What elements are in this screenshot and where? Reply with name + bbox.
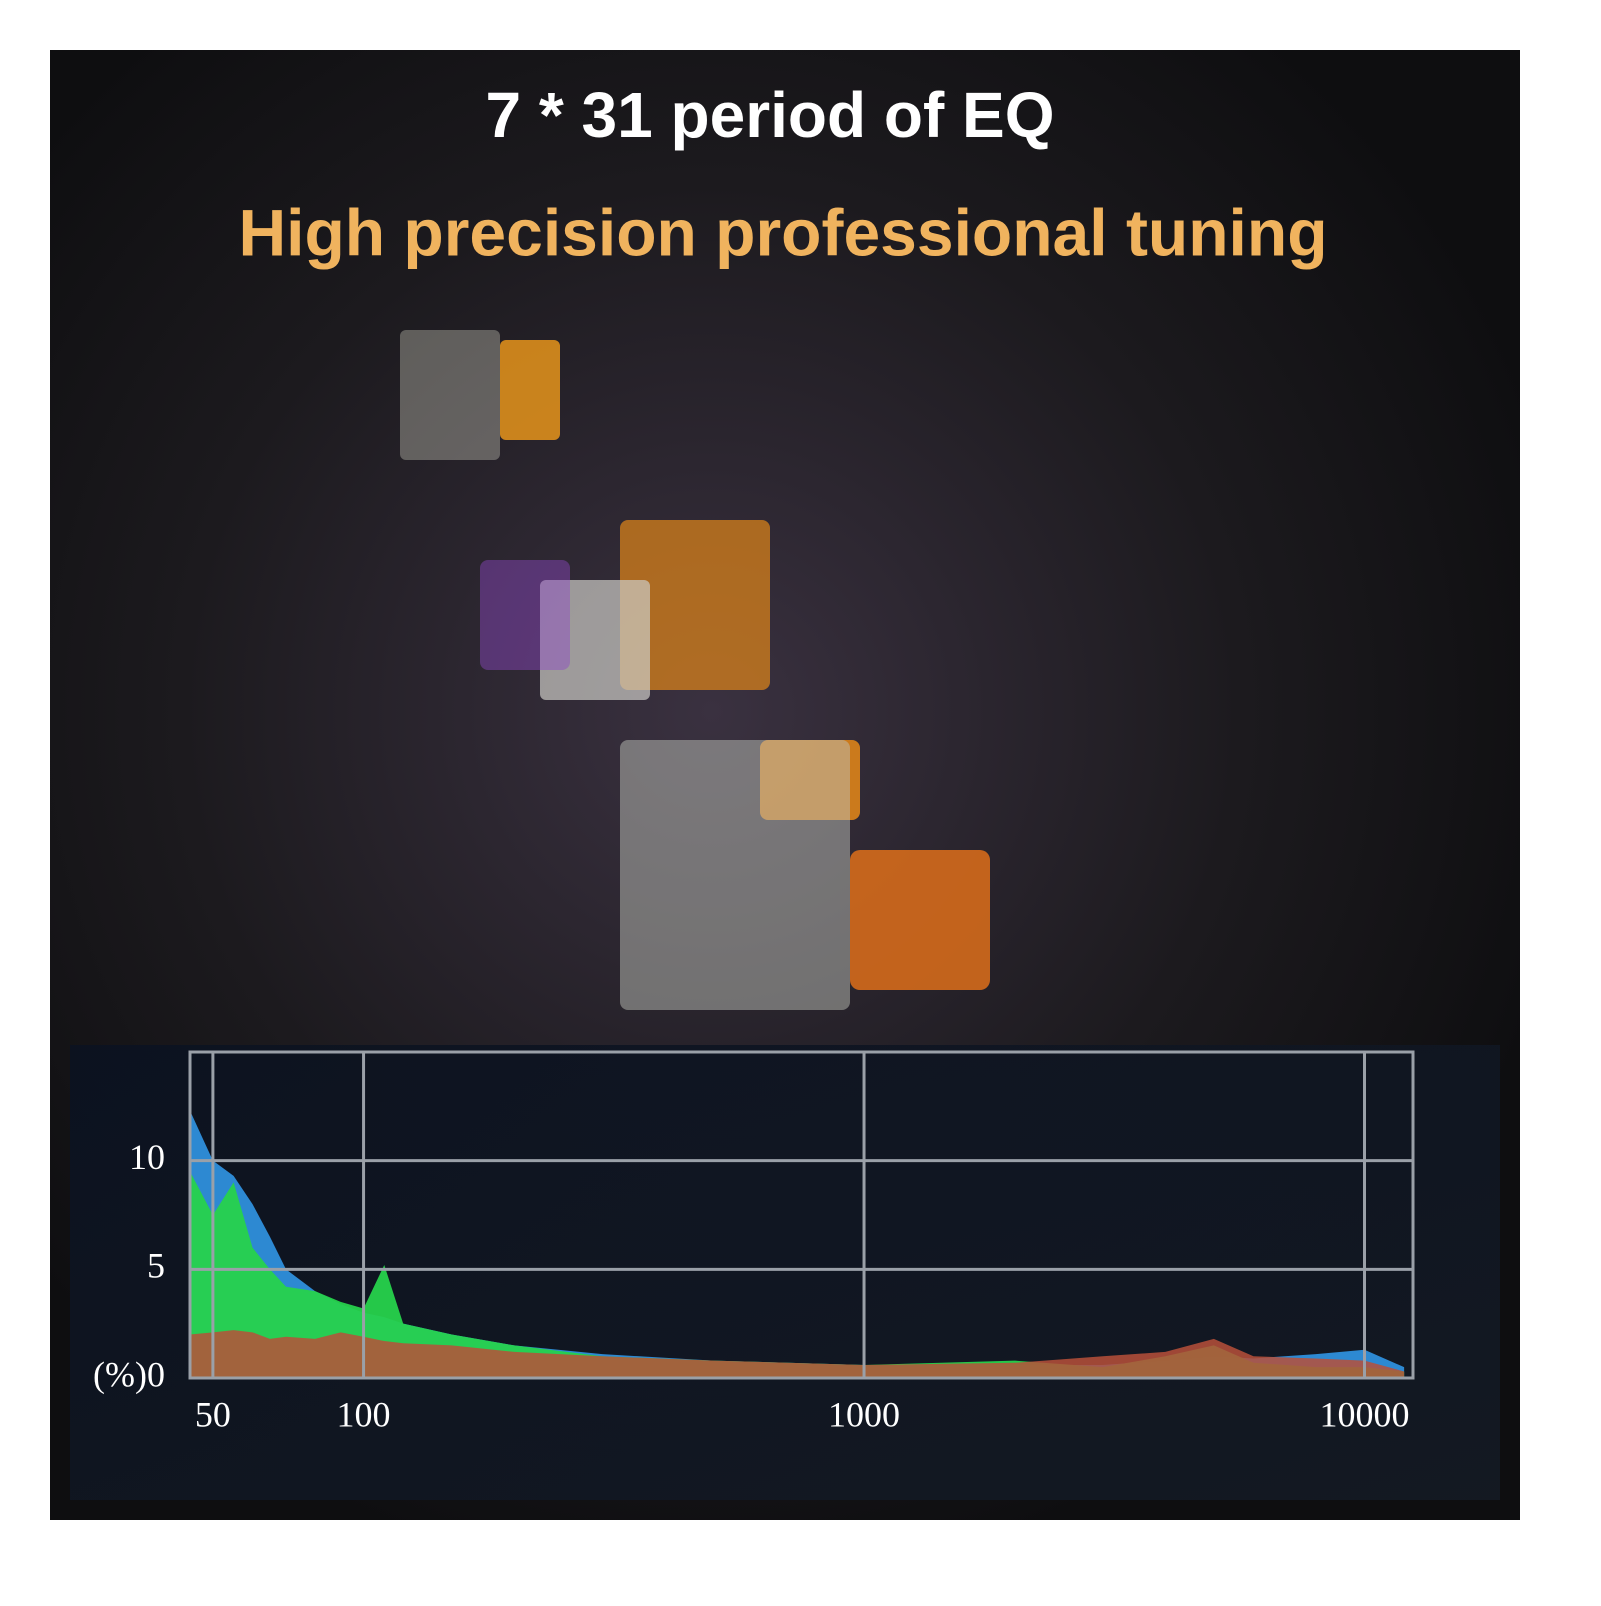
subtitle: High precision professional tuning — [238, 195, 1327, 269]
y-tick-label: 5 — [147, 1246, 165, 1286]
y-tick-label: (%)0 — [93, 1354, 165, 1394]
title: 7 * 31 period of EQ — [485, 79, 1054, 151]
y-tick-label: 10 — [129, 1137, 165, 1177]
x-tick-label: 50 — [195, 1394, 231, 1434]
x-tick-label: 100 — [337, 1394, 391, 1434]
x-tick-label: 1000 — [828, 1394, 900, 1434]
chart: (%)0 5 10 50 100 1000 10000 — [93, 1050, 1415, 1434]
area-red — [190, 1330, 1405, 1378]
mixer-lights — [400, 330, 990, 1010]
chart-panel — [70, 1045, 1500, 1500]
x-tick-label: 10000 — [1319, 1394, 1409, 1434]
